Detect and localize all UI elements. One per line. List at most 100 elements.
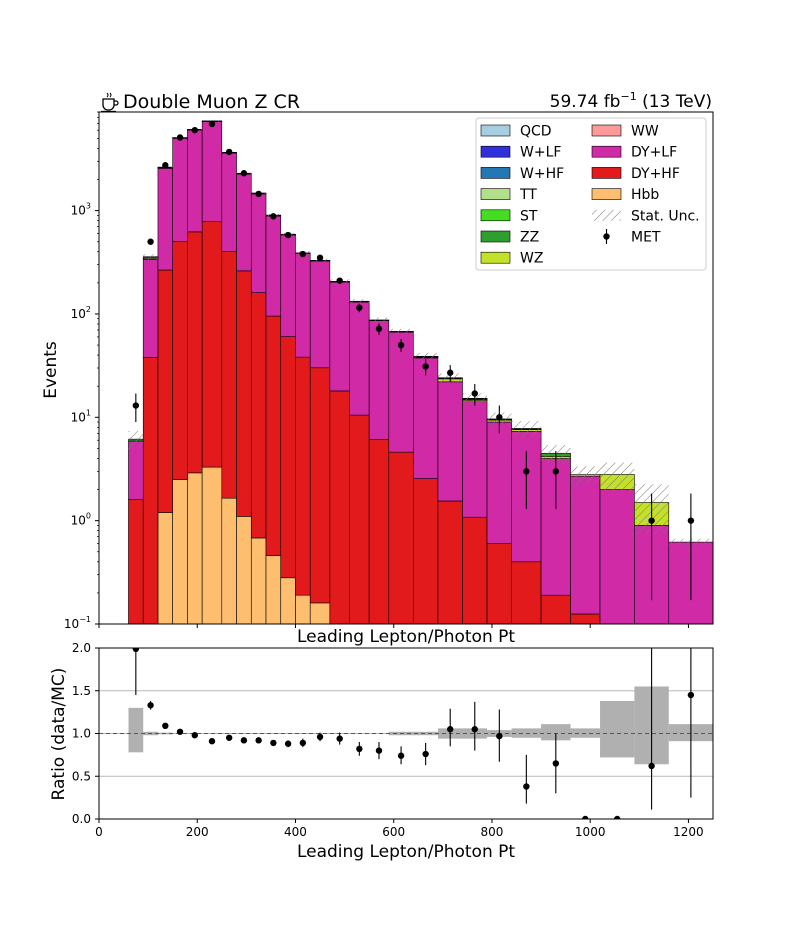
ratio-point (397, 752, 405, 759)
bar-dy-hf (236, 270, 252, 517)
stat-unc-band (349, 299, 370, 304)
bar-dy-hf (349, 414, 370, 624)
ratio-point (255, 737, 262, 744)
bar-dy-hf (157, 269, 173, 513)
bar-dy-hf (280, 336, 296, 579)
bar-dy-lf (187, 129, 203, 233)
x-tick-label: 600 (382, 825, 405, 839)
ratio-point (496, 732, 503, 740)
bar-dy-lf (265, 215, 282, 317)
data-point (240, 170, 248, 177)
bar-dy-lf (236, 173, 252, 272)
bar-dy-lf (437, 381, 463, 502)
y-tick-label: 102 (71, 305, 91, 321)
bar-hbb (201, 466, 223, 624)
data-point (316, 254, 324, 261)
x-tick-label: 400 (284, 825, 307, 839)
ratio-y-tick-label: 2.0 (72, 641, 91, 655)
bar-dy-lf (599, 489, 635, 624)
bar-dy-hf (437, 500, 463, 624)
legend-swatch-zz (480, 230, 511, 243)
data-point (648, 517, 655, 524)
legend-label-dy-lf: DY+LF (631, 145, 677, 161)
bar-dy-lf (349, 301, 370, 416)
data-point (270, 213, 277, 220)
data-point (284, 231, 292, 239)
stat-unc-band (600, 462, 635, 491)
legend-swatch-qcd (480, 124, 511, 137)
bar-dy-lf (280, 234, 296, 337)
data-point (356, 304, 363, 311)
legend-label-zz: ZZ (520, 230, 539, 246)
y-tick-label: 100 (71, 512, 91, 528)
legend-label-ww: WW (631, 124, 659, 140)
bar-dy-lf (250, 193, 267, 293)
bar-dy-lf (172, 138, 188, 242)
ratio-point (240, 737, 248, 744)
legend-swatch-hbb (591, 188, 622, 200)
legend-swatch-w-hf (480, 167, 511, 179)
ratio-point (162, 722, 169, 730)
ratio-point (336, 735, 343, 742)
data-point (225, 148, 233, 156)
ratio-point (225, 734, 233, 741)
bar-dy-hf (265, 315, 282, 556)
ratio-point (299, 739, 307, 747)
ratio-point (132, 648, 140, 653)
bar-dy-hf (486, 543, 512, 624)
coffee-icon (101, 92, 119, 113)
ratio-y-tick-label: 0.5 (72, 769, 91, 783)
legend-swatch-dy-hf (591, 167, 622, 179)
ratio-point (582, 815, 589, 819)
data-point (132, 402, 140, 409)
main-y-axis-label: Events (41, 341, 61, 399)
ratio-point (422, 750, 429, 758)
ratio-y-tick-label: 1.5 (72, 684, 91, 698)
ratio-point (270, 739, 277, 747)
x-tick-label: 0 (95, 825, 103, 839)
legend-label-wz: WZ (520, 251, 543, 267)
ratio-unc-band (541, 724, 571, 741)
data-point (191, 126, 198, 134)
stat-unc-band (143, 254, 158, 260)
bar-dy-hf (201, 221, 223, 468)
data-point (176, 134, 184, 141)
bar-hbb (157, 512, 173, 624)
bar-dy-hf (295, 356, 311, 596)
ratio-point (614, 815, 621, 819)
bar-hbb (265, 555, 282, 624)
ratio-point (316, 733, 324, 741)
stat-unc-band (128, 430, 144, 450)
ratio-point (687, 691, 695, 699)
data-point (255, 190, 262, 198)
legend-label-met: MET (631, 230, 661, 246)
ratio-point (375, 747, 383, 754)
ratio-plot-panel: 0.0 0.5 1.0 1.5 2.0 0 200 400 600 800 1000 1200 Ra… (49, 641, 714, 862)
legend-label-hbb: Hbb (631, 187, 659, 203)
ratio-point (191, 732, 198, 739)
bar-dy-lf (221, 152, 237, 252)
legend-swatch-ww (591, 124, 622, 137)
stat-unc-band (511, 421, 542, 438)
legend-swatch-stat-unc- (592, 209, 621, 221)
bar-hbb (280, 577, 296, 624)
lumi-label: 59.74 fb−1 (13 TeV) (550, 90, 712, 112)
bar-dy-lf (201, 121, 223, 222)
bar-dy-hf (329, 390, 350, 624)
ratio-x-axis-label: Leading Lepton/Photon Pt (297, 842, 515, 862)
bar-dy-hf (221, 251, 237, 499)
legend-label-qcd: QCD (520, 124, 552, 140)
legend-label-st: ST (520, 208, 538, 224)
ratio-y-axis-label: Ratio (data/MC) (49, 668, 69, 801)
ratio-unc-band (600, 701, 635, 758)
stat-unc-band (413, 352, 438, 361)
y-tick-label: 103 (71, 202, 91, 218)
ratio-unc-band (128, 707, 144, 753)
ratio-point (523, 783, 530, 790)
bar-dy-hf (413, 478, 439, 624)
bar-hbb (221, 497, 237, 624)
bar-dy-lf (388, 331, 414, 453)
ratio-point (471, 726, 478, 733)
bar-dy-hf (540, 594, 571, 624)
ratio-point (447, 726, 454, 733)
